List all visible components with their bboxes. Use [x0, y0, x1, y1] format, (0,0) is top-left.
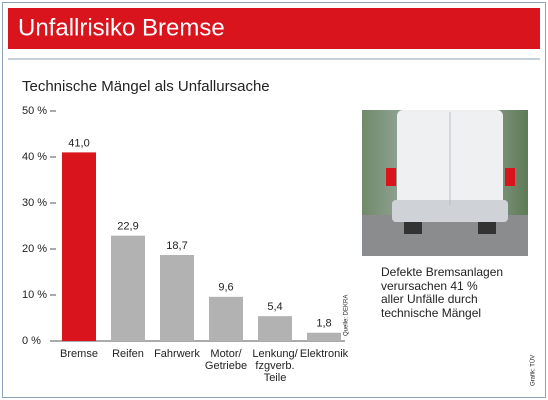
value-label: 9,6	[218, 282, 233, 294]
value-label: 18,7	[166, 240, 187, 252]
bar	[62, 152, 96, 341]
caption: Defekte Bremsanlagen verursachen 41 % al…	[381, 265, 504, 320]
tail-light	[505, 168, 515, 186]
x-tick-label: Motor/ Getriebe	[204, 348, 248, 372]
y-tick-label: 10 %	[22, 289, 47, 301]
x-tick-label: Lenkung/ fzgverb. Teile	[252, 348, 298, 384]
photo	[362, 110, 528, 256]
y-tick-label: 0 %	[22, 335, 41, 347]
x-tick-label: Elektronik	[299, 348, 349, 360]
y-tick-label: 40 %	[22, 151, 47, 163]
bar	[160, 254, 194, 341]
value-label: 41,0	[68, 137, 89, 149]
source: Quelle: DEKRA	[344, 295, 350, 336]
x-tick-label: Reifen	[112, 348, 144, 360]
x-tick-label: Bremse	[60, 348, 98, 360]
credit: Grafik: TÜV	[530, 355, 537, 386]
wheel	[478, 222, 496, 234]
value-label: 1,8	[316, 318, 331, 330]
bar	[258, 316, 292, 341]
tail-light	[386, 168, 396, 186]
value-label: 22,9	[117, 221, 138, 233]
y-tick-label: 20 %	[22, 243, 47, 255]
van-bumper	[392, 200, 508, 222]
header	[8, 8, 540, 49]
bar	[209, 296, 243, 341]
bar	[111, 235, 145, 341]
value-label: 5,4	[267, 301, 282, 313]
y-tick-label: 50 %	[22, 105, 47, 117]
bar	[307, 332, 341, 341]
wheel	[404, 222, 422, 234]
x-tick-label: Fahrwerk	[154, 348, 200, 360]
y-tick-label: 30 %	[22, 197, 47, 209]
chart-title: Unfallrisiko Bremse	[18, 14, 225, 41]
chart-subtitle: Technische Mängel als Unfallursache	[22, 78, 270, 95]
